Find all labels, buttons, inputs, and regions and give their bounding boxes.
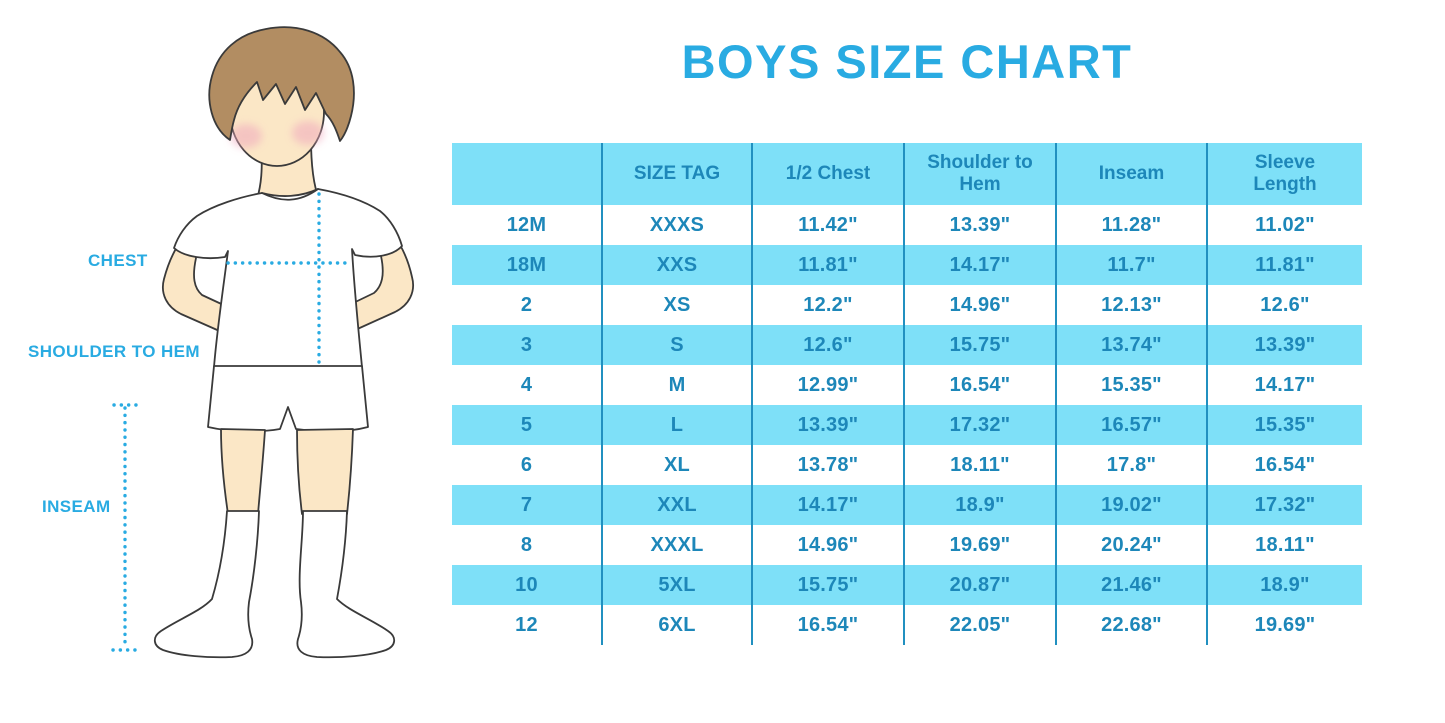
table-cell: XS [603, 285, 753, 325]
table-cell: 20.87" [905, 565, 1057, 605]
table-row: 4 M 12.99" 16.54" 15.35" 14.17" [452, 365, 1362, 405]
table-cell: 12.99" [753, 365, 905, 405]
table-cell: 3 [452, 325, 603, 365]
table-cell: M [603, 365, 753, 405]
table-row: 5 L 13.39" 17.32" 16.57" 15.35" [452, 405, 1362, 445]
table-cell: 14.96" [905, 285, 1057, 325]
table-cell: 15.75" [753, 565, 905, 605]
table-cell: 18.9" [1260, 573, 1310, 596]
table-cell: 10 [452, 565, 603, 605]
table-row: 7 XXL 14.17" 18.9" 19.02" 17.32" [452, 485, 1362, 525]
table-cell: 13.74" [1057, 325, 1208, 365]
table-cell: 11.28" [1057, 205, 1208, 245]
table-cell: 17.32" [905, 405, 1057, 445]
table-cell: XXXS [603, 205, 753, 245]
table-cell: 12.6" [753, 325, 905, 365]
table-cell: 16.54" [753, 605, 905, 645]
table-cell: XXXL [603, 525, 753, 565]
table-cell: 6XL [603, 605, 753, 645]
table-cell: L [603, 405, 753, 445]
table-cell: 12.2" [753, 285, 905, 325]
table-cell: 12.13" [1057, 285, 1208, 325]
table-header-sleeve-length: Sleeve Length [1253, 152, 1317, 195]
table-cell: 14.17" [753, 485, 905, 525]
table-cell: 22.68" [1057, 605, 1208, 645]
table-cell: 11.81" [753, 245, 905, 285]
table-header-size-tag: SIZE TAG [603, 143, 753, 205]
table-cell: 18M [452, 245, 603, 285]
size-table-body: 12M XXXS 11.42" 13.39" 11.28" 11.02" 18M XXS 11.… [452, 205, 1362, 645]
table-cell: 22.05" [905, 605, 1057, 645]
table-cell: 20.24" [1057, 525, 1208, 565]
table-cell: 7 [452, 485, 603, 525]
table-cell: 13.78" [753, 445, 905, 485]
table-cell: 15.35" [1254, 413, 1316, 436]
table-row: 6 XL 13.78" 18.11" 17.8" 16.54" [452, 445, 1362, 485]
table-cell: 16.54" [1254, 453, 1316, 476]
table-cell: XXS [603, 245, 753, 285]
table-cell: 16.57" [1057, 405, 1208, 445]
table-cell: 12M [452, 205, 603, 245]
table-row: 8 XXXL 14.96" 19.69" 20.24" 18.11" [452, 525, 1362, 565]
table-cell: 14.96" [753, 525, 905, 565]
table-header-half-chest: 1/2 Chest [753, 143, 905, 205]
table-cell: XXL [603, 485, 753, 525]
page-title: BOYS SIZE CHART [681, 35, 1133, 88]
table-cell: 21.46" [1057, 565, 1208, 605]
table-row: 3 S 12.6" 15.75" 13.74" 13.39" [452, 325, 1362, 365]
table-cell: 13.39" [753, 405, 905, 445]
table-cell: 18.9" [905, 485, 1057, 525]
table-cell: 17.8" [1057, 445, 1208, 485]
table-cell: 14.17" [1254, 373, 1316, 396]
table-cell: 12 [452, 605, 603, 645]
table-cell: 19.69" [1254, 613, 1316, 636]
table-header-inseam: Inseam [1057, 143, 1208, 205]
inseam-label: INSEAM [42, 497, 111, 516]
boy-illustration [0, 0, 460, 723]
table-cell: 11.42" [753, 205, 905, 245]
table-row: 2 XS 12.2" 14.96" 12.13" 12.6" [452, 285, 1362, 325]
table-cell: 16.54" [905, 365, 1057, 405]
table-row: 10 5XL 15.75" 20.87" 21.46" 18.9" [452, 565, 1362, 605]
table-cell: 13.39" [905, 205, 1057, 245]
table-cell: 19.69" [905, 525, 1057, 565]
table-cell: 11.02" [1255, 213, 1315, 236]
table-cell: 11.81" [1255, 253, 1315, 276]
size-table: SIZE TAG 1/2 Chest Shoulder to Hem Insea… [452, 143, 1362, 645]
table-row: 12 6XL 16.54" 22.05" 22.68" 19.69" [452, 605, 1362, 645]
table-header-row: SIZE TAG 1/2 Chest Shoulder to Hem Insea… [452, 143, 1362, 205]
table-cell: 15.35" [1057, 365, 1208, 405]
table-header-shoulder-to-hem: Shoulder to Hem [905, 143, 1057, 205]
table-cell: 17.32" [1254, 493, 1316, 516]
table-cell: XL [603, 445, 753, 485]
table-cell: 5 [452, 405, 603, 445]
table-cell: 11.7" [1057, 245, 1208, 285]
table-cell: 19.02" [1057, 485, 1208, 525]
table-cell: 14.17" [905, 245, 1057, 285]
table-cell: 2 [452, 285, 603, 325]
shoulder-to-hem-label: SHOULDER TO HEM [28, 342, 200, 361]
boy-illustration-svg [111, 26, 414, 659]
table-cell: 8 [452, 525, 603, 565]
table-cell: 15.75" [905, 325, 1057, 365]
table-cell: 5XL [603, 565, 753, 605]
table-row: 18M XXS 11.81" 14.17" 11.7" 11.81" [452, 245, 1362, 285]
chest-label: CHEST [88, 251, 148, 270]
table-cell: 4 [452, 365, 603, 405]
table-cell: 18.11" [1255, 533, 1315, 556]
table-header-size [452, 143, 603, 205]
table-row: 12M XXXS 11.42" 13.39" 11.28" 11.02" [452, 205, 1362, 245]
table-cell: 13.39" [1254, 333, 1316, 356]
table-cell: 18.11" [905, 445, 1057, 485]
table-cell: S [603, 325, 753, 365]
table-cell: 12.6" [1260, 293, 1310, 316]
table-cell: 6 [452, 445, 603, 485]
